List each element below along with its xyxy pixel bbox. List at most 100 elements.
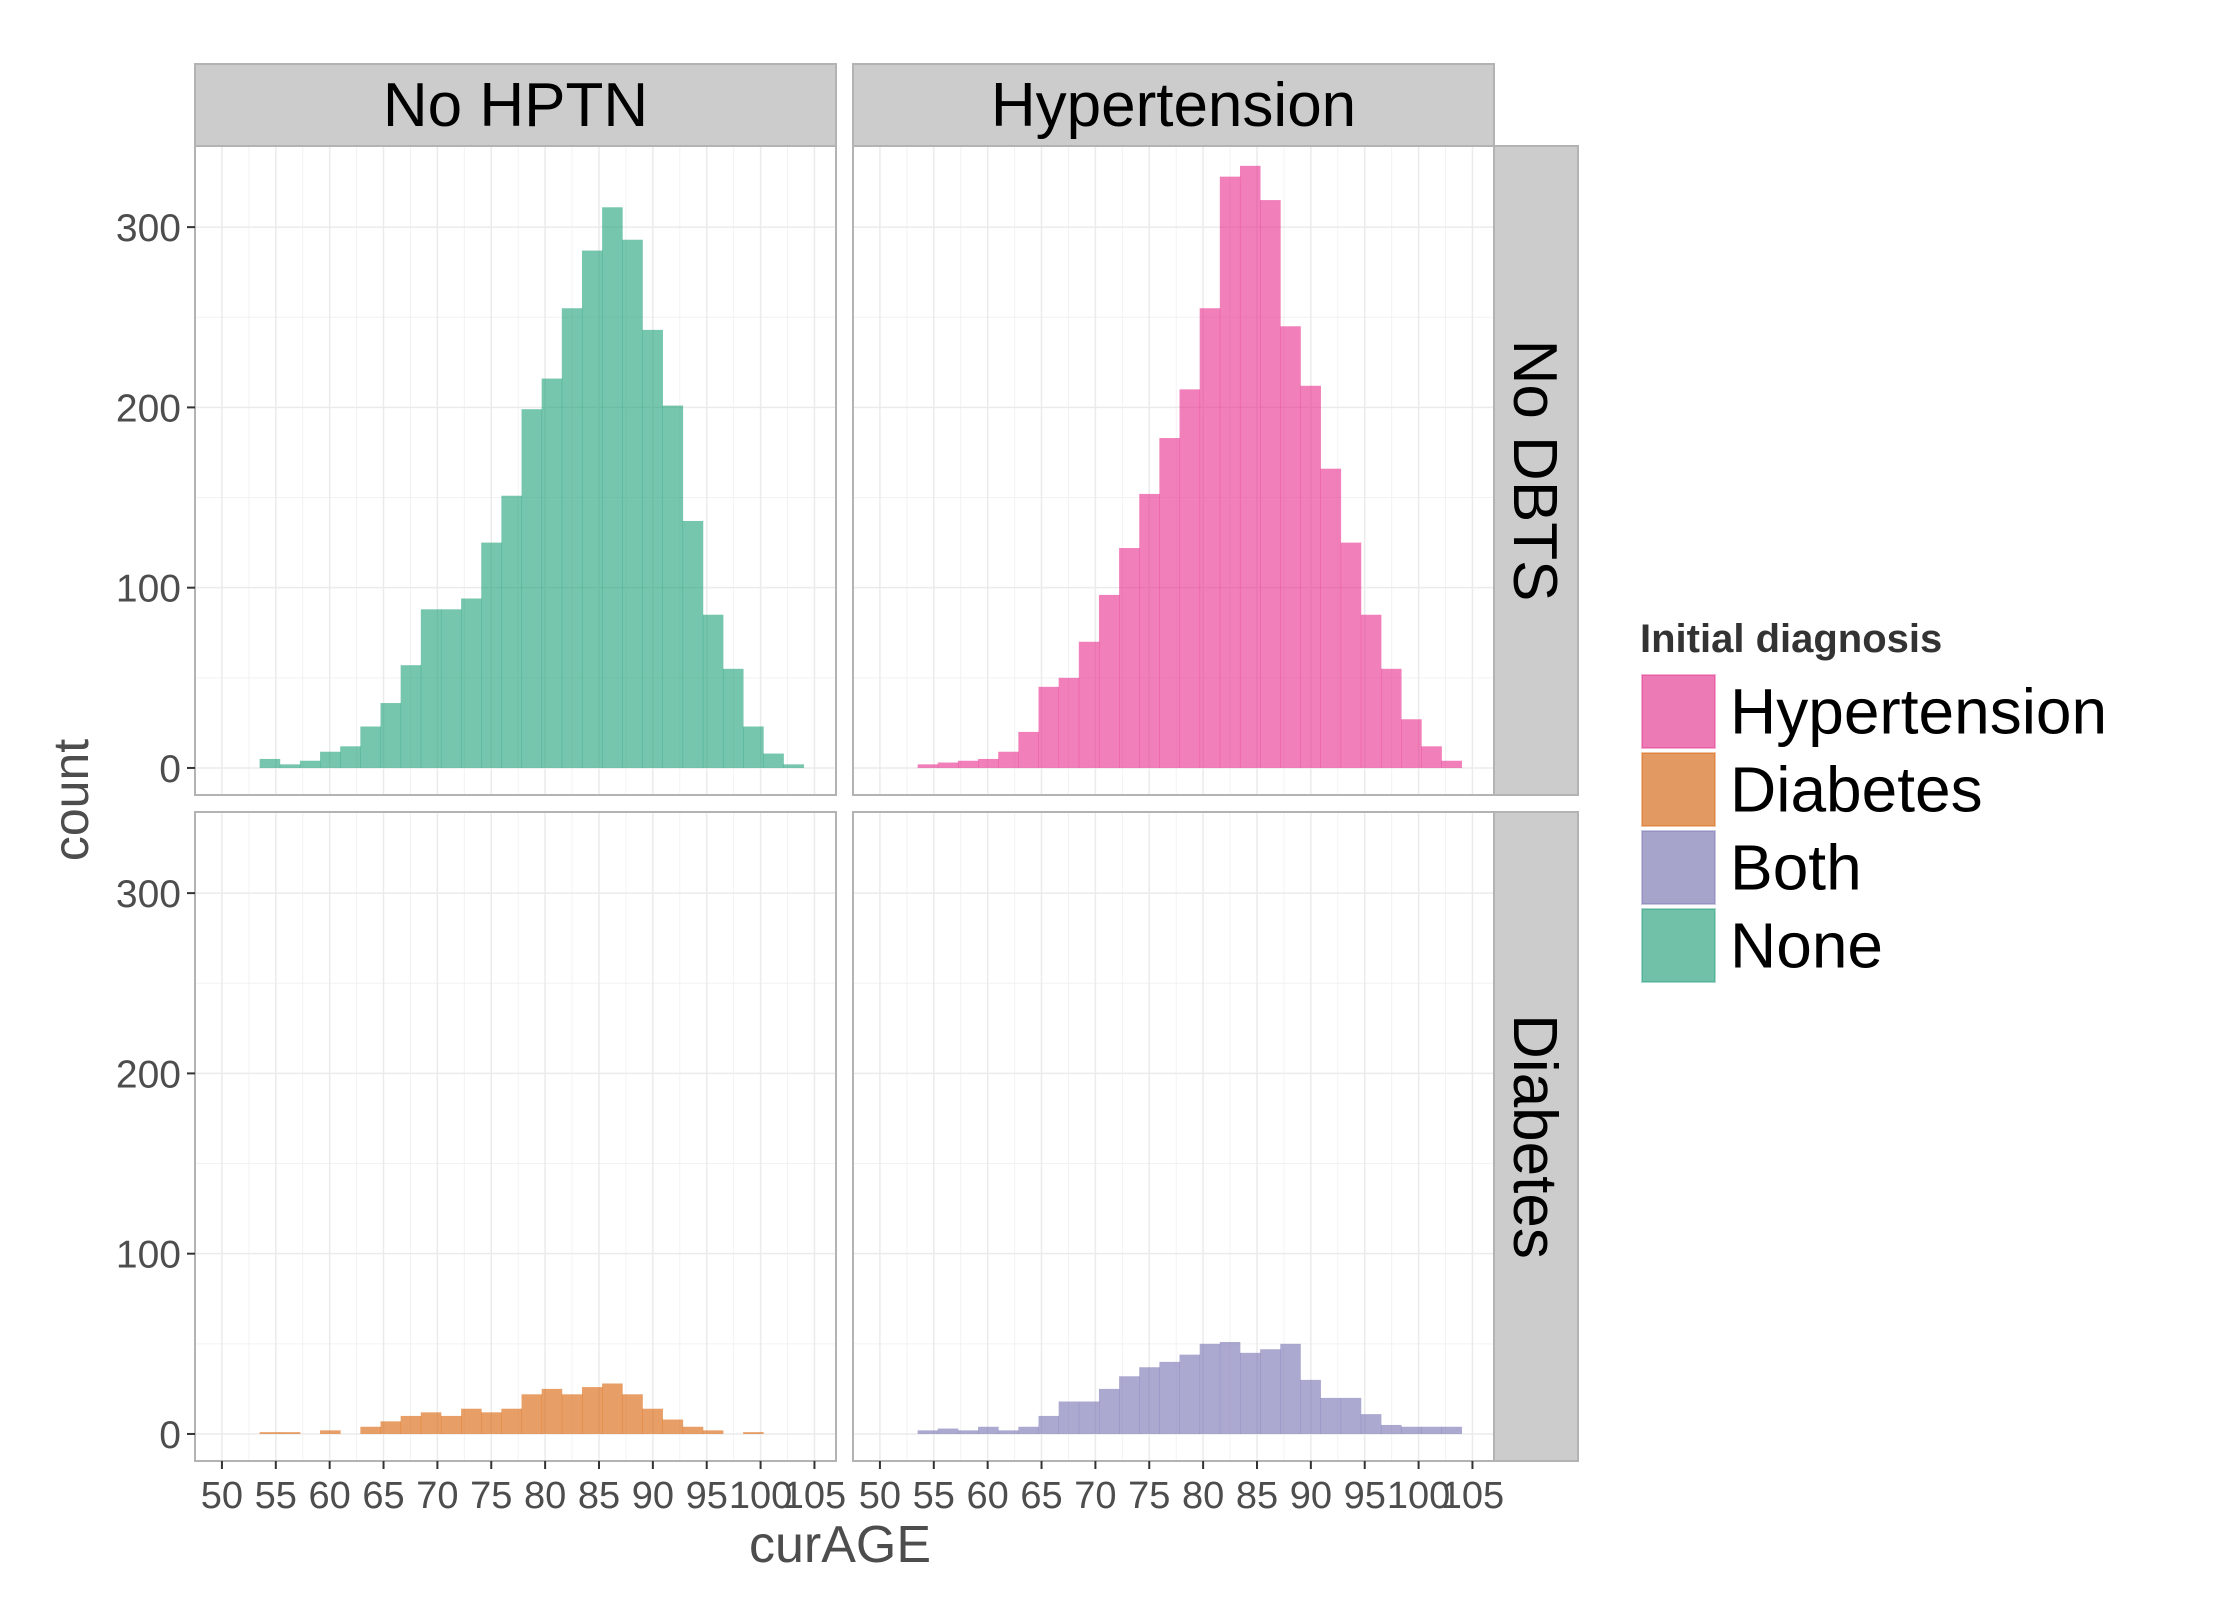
panel-background [195, 812, 836, 1461]
histogram-bar [622, 239, 643, 768]
histogram-bar [279, 764, 301, 768]
histogram-bar [420, 1412, 442, 1434]
histogram-bar [1199, 1343, 1221, 1434]
x-tick-label: 90 [632, 1475, 674, 1517]
histogram-bar [1360, 1414, 1382, 1434]
legend-label: Diabetes [1730, 754, 1983, 826]
histogram-bar [1098, 1388, 1120, 1434]
histogram-bar [501, 1408, 522, 1434]
histogram-bar [1380, 1424, 1402, 1434]
histogram-bar [917, 1430, 939, 1434]
x-tick-label: 90 [1290, 1475, 1332, 1517]
histogram-panel-both [917, 1342, 1462, 1434]
panel-background [853, 812, 1494, 1461]
y-tick-label: 100 [116, 568, 181, 611]
facet-strip-label: No HPTN [383, 71, 648, 140]
histogram-bar [561, 308, 583, 768]
facet-strip-label: Diabetes [1500, 1014, 1569, 1259]
legend: Initial diagnosis HypertensionDiabetesBo… [1640, 617, 2107, 984]
histogram-bar [340, 746, 361, 768]
histogram-bar [1280, 326, 1301, 768]
histogram-bar [1401, 719, 1422, 768]
histogram-bar [1139, 493, 1160, 768]
histogram-bar [978, 1426, 999, 1434]
histogram-bar [702, 1430, 724, 1434]
histogram-bar [279, 1432, 301, 1434]
histogram-bar [1320, 1397, 1342, 1434]
y-tick-label: 0 [159, 1414, 181, 1457]
histogram-bar [581, 250, 603, 768]
histogram-bar [1038, 1415, 1060, 1434]
x-tick-label: 50 [859, 1475, 901, 1517]
histogram-bar [440, 1415, 462, 1434]
histogram-bar [1199, 308, 1221, 768]
histogram-bar [763, 753, 784, 768]
y-tick-label: 0 [159, 748, 181, 791]
legend-swatch [1641, 752, 1716, 827]
histogram-bar [481, 1412, 502, 1434]
panels-layer: No HPTN Hypertension No DBTS Diabetes 0 100 20… [116, 63, 1579, 1517]
histogram-bar [521, 409, 543, 768]
histogram-bar [299, 760, 321, 768]
histogram-bar [360, 1426, 381, 1434]
histogram-bar [1179, 389, 1201, 768]
y-axis-title: count [43, 739, 99, 861]
facet-strip-label: Hypertension [991, 71, 1356, 140]
x-tick-label: 80 [524, 1475, 566, 1517]
histogram-bar [521, 1394, 543, 1434]
histogram-bar [1058, 1401, 1080, 1434]
x-tick-label: 105 [783, 1475, 846, 1517]
histogram-bar [1320, 468, 1342, 768]
histogram-bar [1300, 1379, 1321, 1434]
histogram-bar [937, 1428, 959, 1434]
legend-title: Initial diagnosis [1640, 617, 1942, 661]
histogram-bar [1260, 1349, 1281, 1434]
histogram-bar [501, 495, 522, 768]
histogram-panel-diabetes [259, 1383, 764, 1434]
histogram-bar [1219, 1342, 1241, 1434]
histogram-bar [722, 668, 744, 768]
x-tick-label: 60 [309, 1475, 351, 1517]
y-tick-label: 100 [116, 1234, 181, 1277]
histogram-bar [1340, 1397, 1362, 1434]
histogram-bar [1078, 1401, 1100, 1434]
histogram-bar [259, 1432, 281, 1434]
histogram-bar [1421, 746, 1442, 768]
histogram-bar [1078, 641, 1100, 768]
histogram-bar [461, 1408, 482, 1434]
histogram-bar [662, 405, 684, 768]
histogram-bar [1219, 176, 1241, 768]
x-tick-label: 55 [913, 1475, 955, 1517]
histogram-bar [440, 609, 462, 768]
histogram-bar [400, 665, 422, 768]
y-tick-label: 300 [116, 873, 181, 916]
histogram-bar [602, 207, 623, 768]
x-tick-label: 65 [1020, 1475, 1062, 1517]
histogram-bar [1179, 1354, 1201, 1434]
histogram-bar [1119, 1376, 1140, 1434]
histogram-bar [1098, 594, 1120, 768]
histogram-bar [1280, 1343, 1301, 1434]
histogram-bar [1119, 548, 1140, 768]
y-tick-label: 200 [116, 1053, 181, 1096]
histogram-bar [1300, 385, 1321, 768]
histogram-bar [1260, 200, 1281, 768]
histogram-bar [1018, 1426, 1039, 1434]
legend-swatch [1641, 830, 1716, 905]
histogram-bar [1340, 542, 1362, 768]
x-tick-label: 95 [686, 1475, 728, 1517]
histogram-bar [743, 726, 764, 768]
histogram-bar [1159, 438, 1180, 768]
legend-swatch [1641, 674, 1716, 749]
histogram-bar [602, 1383, 623, 1434]
legend-swatch [1641, 908, 1716, 983]
histogram-bar [1401, 1426, 1422, 1434]
histogram-bar [957, 760, 979, 768]
histogram-bar [360, 726, 381, 768]
x-tick-label: 95 [1344, 1475, 1386, 1517]
histogram-bar [937, 762, 959, 768]
x-tick-label: 75 [1128, 1475, 1170, 1517]
facet-strip-row [1493, 811, 1579, 1462]
histogram-bar [957, 1430, 979, 1434]
